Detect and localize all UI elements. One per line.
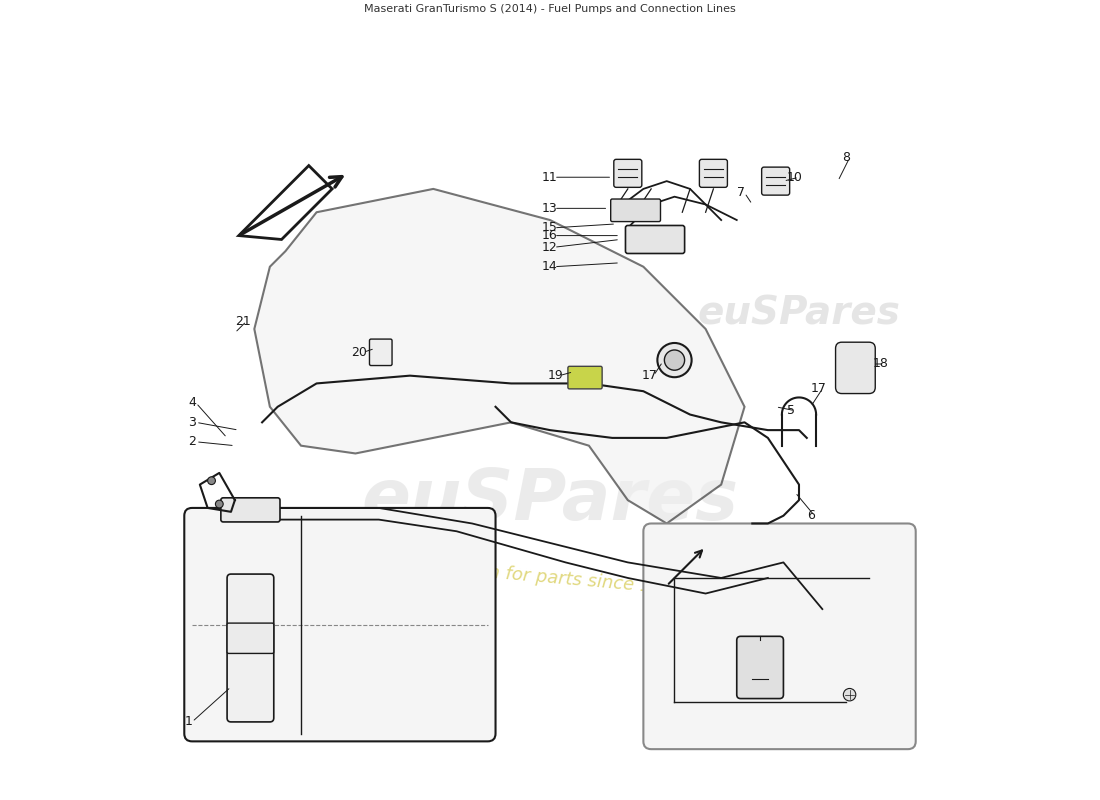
Text: 2: 2 (188, 435, 196, 448)
Text: 7: 7 (737, 186, 745, 199)
Text: 10: 10 (788, 170, 803, 184)
Text: 8: 8 (842, 151, 849, 164)
Circle shape (208, 477, 216, 485)
FancyBboxPatch shape (568, 366, 602, 389)
Circle shape (658, 343, 692, 378)
Text: 15: 15 (542, 222, 558, 234)
FancyBboxPatch shape (761, 167, 790, 195)
Text: 14: 14 (542, 260, 558, 274)
FancyBboxPatch shape (626, 226, 684, 254)
FancyBboxPatch shape (644, 523, 915, 749)
Text: euSPares: euSPares (362, 466, 738, 534)
Circle shape (664, 350, 684, 370)
FancyBboxPatch shape (737, 636, 783, 698)
Text: 1: 1 (184, 715, 192, 729)
Text: 17: 17 (641, 369, 658, 382)
Title: Maserati GranTurismo S (2014) - Fuel Pumps and Connection Lines: Maserati GranTurismo S (2014) - Fuel Pum… (364, 4, 736, 14)
Text: 6: 6 (806, 510, 815, 522)
Polygon shape (254, 189, 745, 523)
FancyBboxPatch shape (227, 623, 274, 654)
Text: 13: 13 (542, 202, 558, 215)
FancyBboxPatch shape (614, 159, 641, 187)
Text: 12: 12 (542, 241, 558, 254)
Text: 3: 3 (188, 416, 196, 429)
Text: 11: 11 (542, 170, 558, 184)
Text: 18: 18 (872, 358, 889, 370)
Text: 21: 21 (234, 314, 251, 328)
Text: 17: 17 (811, 382, 826, 395)
FancyBboxPatch shape (836, 342, 876, 394)
FancyBboxPatch shape (227, 574, 274, 722)
Text: a passion for parts since 1985: a passion for parts since 1985 (414, 557, 686, 598)
Text: euSPares: euSPares (697, 294, 901, 333)
FancyBboxPatch shape (185, 508, 495, 742)
Circle shape (844, 689, 856, 701)
FancyBboxPatch shape (221, 498, 280, 522)
FancyBboxPatch shape (370, 339, 392, 366)
Circle shape (216, 500, 223, 508)
Text: 20: 20 (351, 346, 367, 359)
Text: 4: 4 (188, 396, 196, 410)
Text: 19: 19 (548, 369, 563, 382)
Text: 5: 5 (788, 404, 795, 417)
FancyBboxPatch shape (700, 159, 727, 187)
FancyBboxPatch shape (610, 199, 660, 222)
Text: 16: 16 (542, 229, 558, 242)
